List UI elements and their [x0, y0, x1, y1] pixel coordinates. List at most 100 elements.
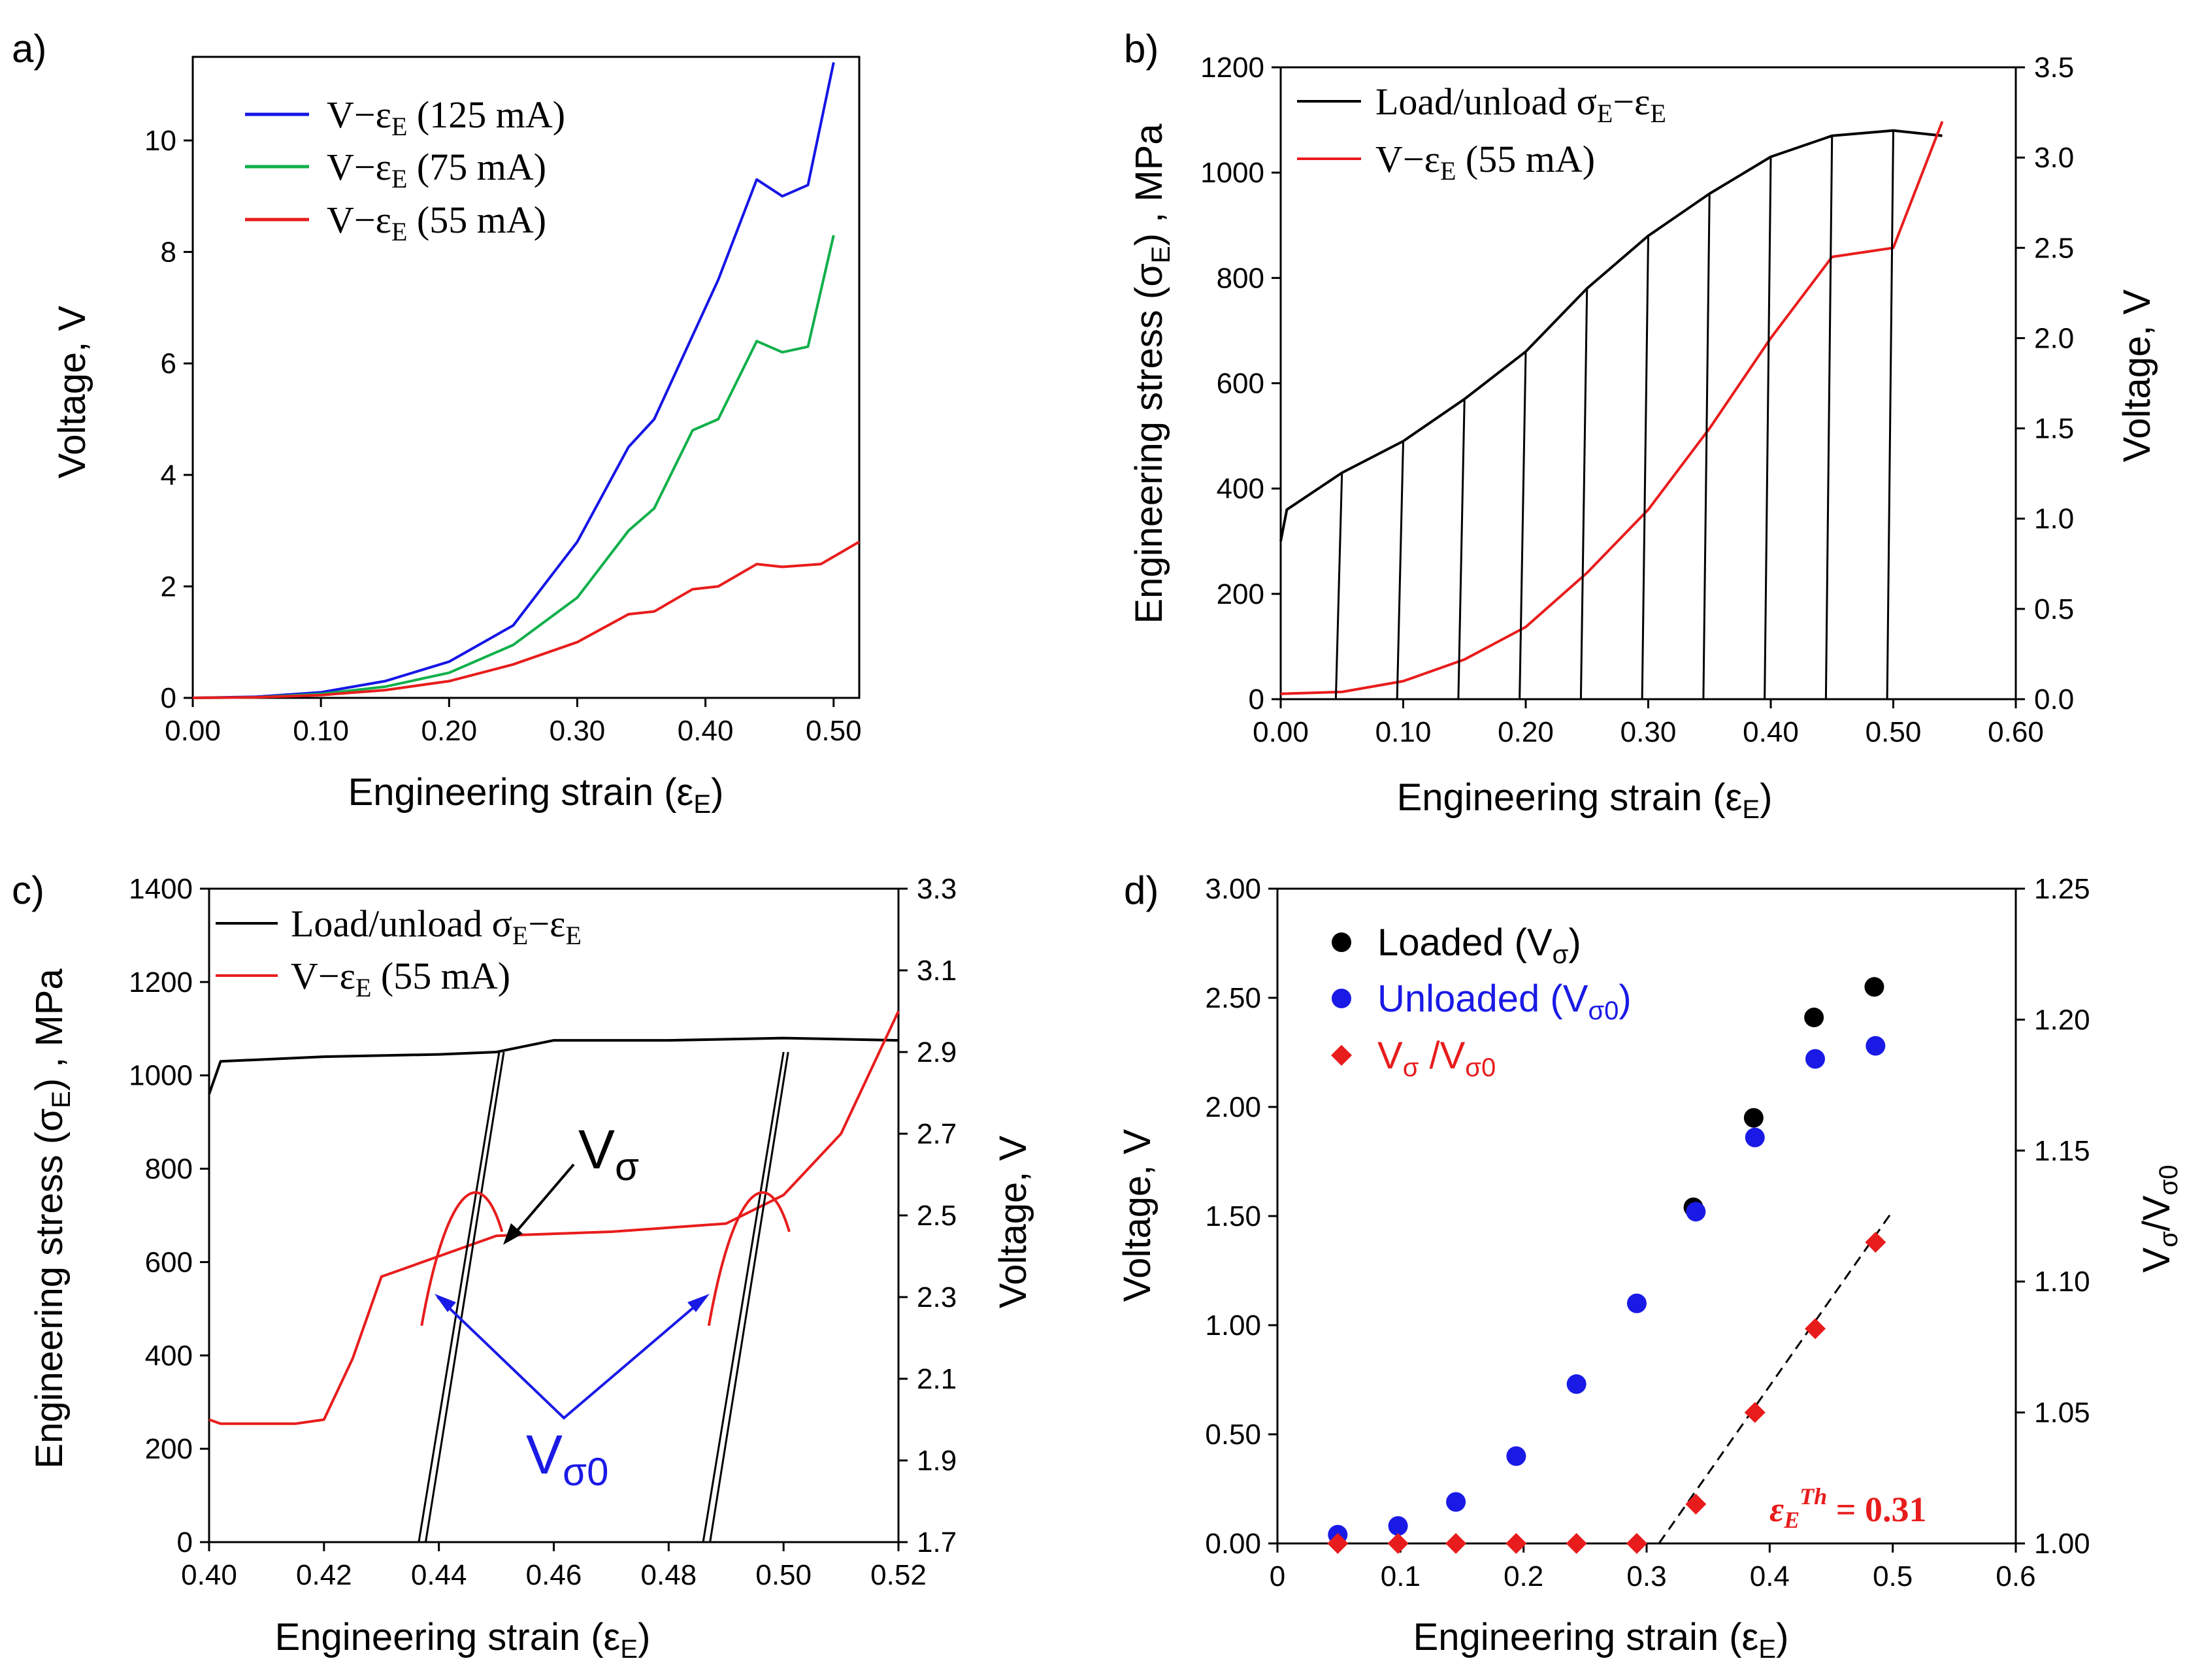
legend-b-entry-2: V−εE (55 mA) [1375, 138, 1595, 186]
panel-b-unload-line [1824, 135, 1833, 700]
panel-a-series-3 [192, 540, 861, 699]
panel-d-unloaded-point [1805, 1049, 1826, 1069]
panel-d-ratio-point [1805, 1318, 1826, 1340]
panel-c-reload-line [709, 1051, 789, 1543]
panel-c-xtick-label: 0.48 [641, 1559, 697, 1591]
panel-b-series-1 [1279, 129, 1943, 542]
panel-a-ylabel: Voltage, V [51, 305, 93, 478]
threshold-annotation: εETh = 0.31 [1769, 1483, 1926, 1533]
panel-b-ytick-label: 1200 [1200, 52, 1264, 84]
panel-d-xtick-label: 0.3 [1626, 1560, 1666, 1592]
legend-d-entry-2: Unloaded (Vσ0) [1377, 978, 1632, 1025]
panel-d-ratio-point [1566, 1533, 1587, 1554]
panel-b: b) 0.00 0.10 0.20 0.30 0.40 0.50 0.60 0 200 400 60… [1124, 27, 2158, 824]
panel-b-y2tick-label: 1.5 [2034, 413, 2074, 445]
panel-b-label: b) [1124, 27, 1159, 71]
panel-c-y2tick-label: 1.7 [917, 1526, 957, 1558]
panel-c-xlabel: Engineering strain (εE) [275, 1616, 651, 1664]
panel-c-annotations: Vσ Vσ0 [435, 1119, 710, 1494]
panel-b-y2tick-label: 0.5 [2034, 593, 2074, 625]
panel-d-xtick-label: 0.2 [1504, 1560, 1543, 1592]
panel-a-xtick-label: 0.10 [293, 715, 349, 747]
annotation-v-sigma0: Vσ0 [526, 1424, 608, 1494]
panel-c-xtick-label: 0.46 [526, 1559, 582, 1591]
panel-b-unload-line [1579, 288, 1588, 700]
panel-c-reload-line [424, 1051, 505, 1543]
legend-d-entry-3: Vσ /Vσ0 [1377, 1034, 1496, 1082]
panel-c-ytick-label: 800 [145, 1153, 193, 1185]
panel-a-xtick-label: 0.30 [550, 715, 606, 747]
panel-c-series-1 [208, 1036, 899, 1095]
panel-c-ytick-label: 1400 [129, 873, 193, 905]
panel-d-ytick-label: 0.00 [1205, 1528, 1261, 1560]
legend-a-entry-1: V−εE (125 mA) [327, 93, 565, 141]
panel-c-ytick-label: 600 [145, 1246, 193, 1278]
panel-d-ytick-label: 2.00 [1205, 1091, 1261, 1123]
panel-c-ytick-label: 0 [177, 1526, 193, 1558]
panel-d-loaded-point [1804, 1008, 1824, 1028]
panel-b-unload-line [1396, 441, 1404, 700]
legend-d-marker-1 [1332, 932, 1351, 952]
panel-b-unload-line [1519, 352, 1527, 700]
panel-d-y2tick-label: 1.10 [2034, 1266, 2090, 1298]
panel-b-y2tick-label: 3.5 [2034, 52, 2074, 84]
panel-d-ratio-point [1505, 1533, 1527, 1554]
panel-b-y2tick-label: 0.0 [2034, 684, 2074, 716]
panel-d-ratio-point [1744, 1402, 1766, 1423]
panel-a-ytick-label: 8 [161, 237, 176, 269]
panel-d-ytick-label: 2.50 [1205, 982, 1261, 1014]
panel-b-legend: Load/unload σE−εE V−εE (55 mA) [1297, 80, 1666, 186]
panel-b-ytick-label: 1000 [1200, 157, 1264, 189]
panel-b-unload-line [1764, 156, 1772, 700]
panel-c-y2label: Voltage, V [992, 1135, 1034, 1308]
panel-b-xtick-label: 0.40 [1743, 716, 1799, 748]
annotation-v-sigma0-arrows [436, 1296, 707, 1420]
panel-d-y2tick-label: 1.05 [2034, 1397, 2090, 1429]
panel-a-frame [191, 56, 861, 699]
panel-b-y2tick-label: 2.5 [2034, 232, 2074, 264]
panel-d-plot: 0 0.1 0.2 0.3 0.4 0.5 0.6 0.00 0.50 1.00 1.50 2.00 2… [1205, 873, 2090, 1592]
panel-b-unload-line [1886, 130, 1894, 700]
panel-c: c) 0.40 0.42 0.44 0.46 0.48 0.50 0.52 0 200 400 60… [12, 868, 1034, 1664]
panel-c-ytick-label: 1200 [129, 966, 193, 998]
panel-c-y2tick-label: 2.7 [917, 1118, 957, 1150]
panel-d-ratio-point [1685, 1493, 1707, 1515]
panel-a-ytick-label: 6 [161, 348, 176, 380]
panel-a-series-1 [192, 62, 835, 699]
legend-d-entry-1: Loaded (Vσ) [1377, 921, 1581, 969]
panel-c-legend: Load/unload σE−εE V−εE (55 mA) [216, 902, 582, 1002]
legend-a-entry-2: V−εE (75 mA) [327, 146, 546, 193]
panel-d-unloaded-point [1626, 1293, 1647, 1313]
panel-b-unload-line [1457, 399, 1466, 700]
annotation-v-sigma0-arrowhead-right [687, 1294, 710, 1312]
panel-c-xtick-label: 0.50 [755, 1559, 812, 1591]
panel-b-ytick-label: 600 [1217, 368, 1264, 400]
panel-c-y2tick-label: 2.3 [917, 1281, 957, 1313]
panel-b-xtick-label: 0.00 [1253, 716, 1309, 748]
panel-b-unload-line [1702, 193, 1711, 700]
panel-d-y2tick-label: 1.20 [2034, 1004, 2090, 1036]
panel-d-loaded-point [1864, 977, 1884, 997]
panel-c-y2tick-label: 2.5 [917, 1200, 957, 1232]
panel-d-xtick-label: 0.6 [1996, 1560, 2035, 1592]
panel-b-xtick-label: 0.30 [1620, 716, 1677, 748]
panel-d-ratio-point [1626, 1533, 1647, 1554]
panel-d-ratio-point [1865, 1232, 1886, 1253]
panel-b-ytick-label: 800 [1217, 262, 1264, 294]
legend-d-marker-3 [1331, 1045, 1352, 1066]
panel-d-ratio-point [1387, 1533, 1409, 1554]
panel-b-xtick-label: 0.60 [1988, 716, 2044, 748]
panel-c-xtick-label: 0.42 [296, 1559, 352, 1591]
panel-d-ytick-label: 3.00 [1205, 873, 1261, 905]
panel-d-ratio-point [1327, 1533, 1349, 1554]
panel-a-label: a) [12, 27, 46, 71]
panel-b-xtick-label: 0.50 [1866, 716, 1922, 748]
panel-d-y2tick-label: 1.00 [2034, 1528, 2090, 1560]
panel-d-ylabel: Voltage, V [1116, 1128, 1159, 1302]
panel-b-y2tick-label: 2.0 [2034, 322, 2074, 354]
panel-d-legend: Loaded (Vσ) Unloaded (Vσ0) Vσ /Vσ0 [1331, 921, 1632, 1082]
panel-c-hysteresis-loop [420, 1191, 504, 1326]
panel-d-xlabel: Engineering strain (εE) [1413, 1616, 1789, 1664]
panel-b-unload-line [1641, 235, 1649, 700]
